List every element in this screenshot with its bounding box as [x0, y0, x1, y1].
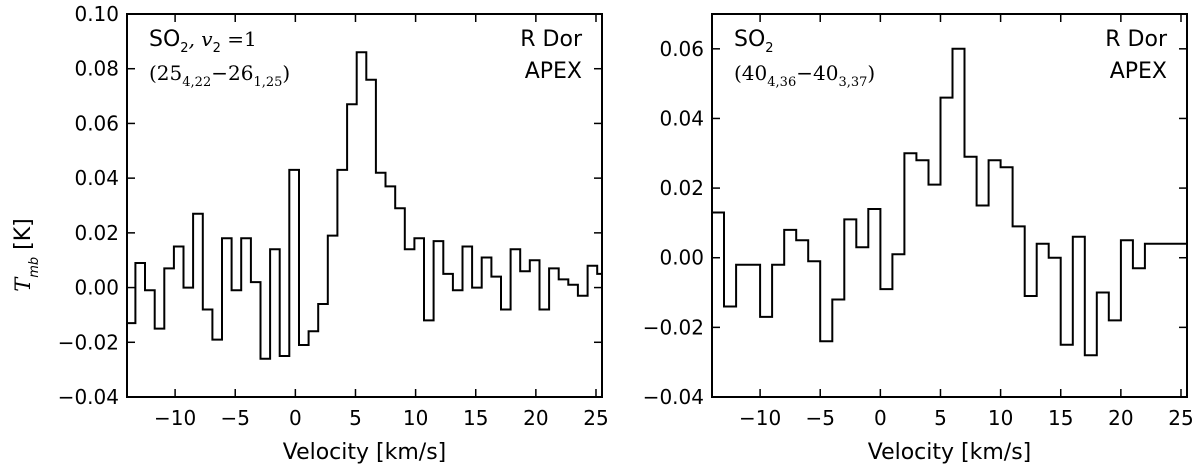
panel-right-x-tick-label: 0 — [874, 406, 887, 430]
panel-right-x-tick-label: 10 — [988, 406, 1013, 430]
y-axis-label-symbol: T — [11, 276, 35, 292]
panel-right-x-tick-label: 20 — [1108, 406, 1133, 430]
panel-left-spectrum — [127, 51, 602, 360]
panel-right-molecule-label: SO2 — [734, 27, 774, 56]
panel-left-y-tick-label: −0.02 — [58, 330, 119, 354]
panel-left-frame — [126, 13, 603, 398]
panel-right-source-label: R Dor — [1105, 27, 1168, 52]
panel-right-spectrum-line — [712, 47, 1187, 357]
panel-left-source-label: R Dor — [520, 27, 583, 52]
panel-right-x-tick-label: −5 — [805, 406, 834, 430]
panel-left-transition-label: (254,22−261,25) — [149, 61, 290, 90]
panel-right-x-axis-label: Velocity [km/s] — [868, 440, 1032, 465]
panel-right: −10 −5 0 5 10 15 20 25 −0.04 −0.02 0.00 0.02 0.04 0.0… — [643, 13, 1194, 465]
panel-left-y-tick-label: 0.08 — [74, 57, 119, 81]
panel-right-y-tick-label: 0.04 — [659, 106, 704, 130]
panel-left-telescope-label: APEX — [525, 59, 582, 84]
panel-left-y-tick-label: 0.02 — [74, 221, 119, 245]
panel-left-x-tick-label: 10 — [403, 406, 428, 430]
panel-left-molecule-label: SO2, v2 =1 — [149, 27, 257, 56]
panel-right-x-tick-label: 15 — [1048, 406, 1073, 430]
y-axis-label: Tmb [K] — [11, 218, 42, 292]
panel-left-x-tick-label: −10 — [154, 406, 196, 430]
panel-right-y-tick-label: 0.06 — [659, 37, 704, 61]
panel-left-x-axis-label: Velocity [km/s] — [283, 440, 447, 465]
panel-left-x-tick-label: −5 — [220, 406, 249, 430]
panel-right-x-tick-label: 25 — [1168, 406, 1193, 430]
panel-left-spectrum-line — [127, 51, 602, 360]
y-axis-label-unit: [K] — [11, 218, 36, 257]
panel-left-y-tick-label: 0.10 — [74, 2, 119, 26]
panel-right-x-tick-label: −10 — [739, 406, 781, 430]
panel-left-x-tick-label: 15 — [463, 406, 488, 430]
panel-left-x-tick-label: 25 — [583, 406, 608, 430]
panel-right-telescope-label: APEX — [1110, 59, 1167, 84]
panel-left-x-tick-label: 0 — [289, 406, 302, 430]
panel-right-frame — [711, 13, 1188, 398]
svg-text:Tmb [K]: Tmb [K] — [11, 218, 42, 292]
panel-left-ticks: −10 −5 0 5 10 15 20 25 −0.04 −0.02 0.00 0.02 0.04 0.0… — [58, 2, 609, 430]
panel-right-x-tick-label: 5 — [934, 406, 947, 430]
panel-right-ticks: −10 −5 0 5 10 15 20 25 −0.04 −0.02 0.00 0.02 0.04 0.0… — [643, 14, 1194, 430]
panel-right-y-tick-label: 0.02 — [659, 176, 704, 200]
panel-left-x-tick-label: 5 — [349, 406, 362, 430]
y-axis-label-sub: mb — [27, 257, 42, 278]
panel-left: −10 −5 0 5 10 15 20 25 −0.04 −0.02 0.00 0.02 0.04 0.0… — [58, 2, 609, 465]
panel-right-spectrum — [712, 47, 1187, 357]
panel-right-y-tick-label: −0.02 — [643, 315, 704, 339]
panel-left-y-tick-label: 0.00 — [74, 276, 119, 300]
panel-left-y-tick-label: 0.04 — [74, 166, 119, 190]
panel-left-x-tick-label: 20 — [523, 406, 548, 430]
panel-left-y-tick-label: −0.04 — [58, 385, 119, 409]
panel-right-transition-label: (404,36−403,37) — [734, 61, 875, 90]
panel-right-y-tick-label: 0.00 — [659, 246, 704, 270]
panel-right-y-tick-label: −0.04 — [643, 385, 704, 409]
panel-left-y-tick-label: 0.06 — [74, 111, 119, 135]
